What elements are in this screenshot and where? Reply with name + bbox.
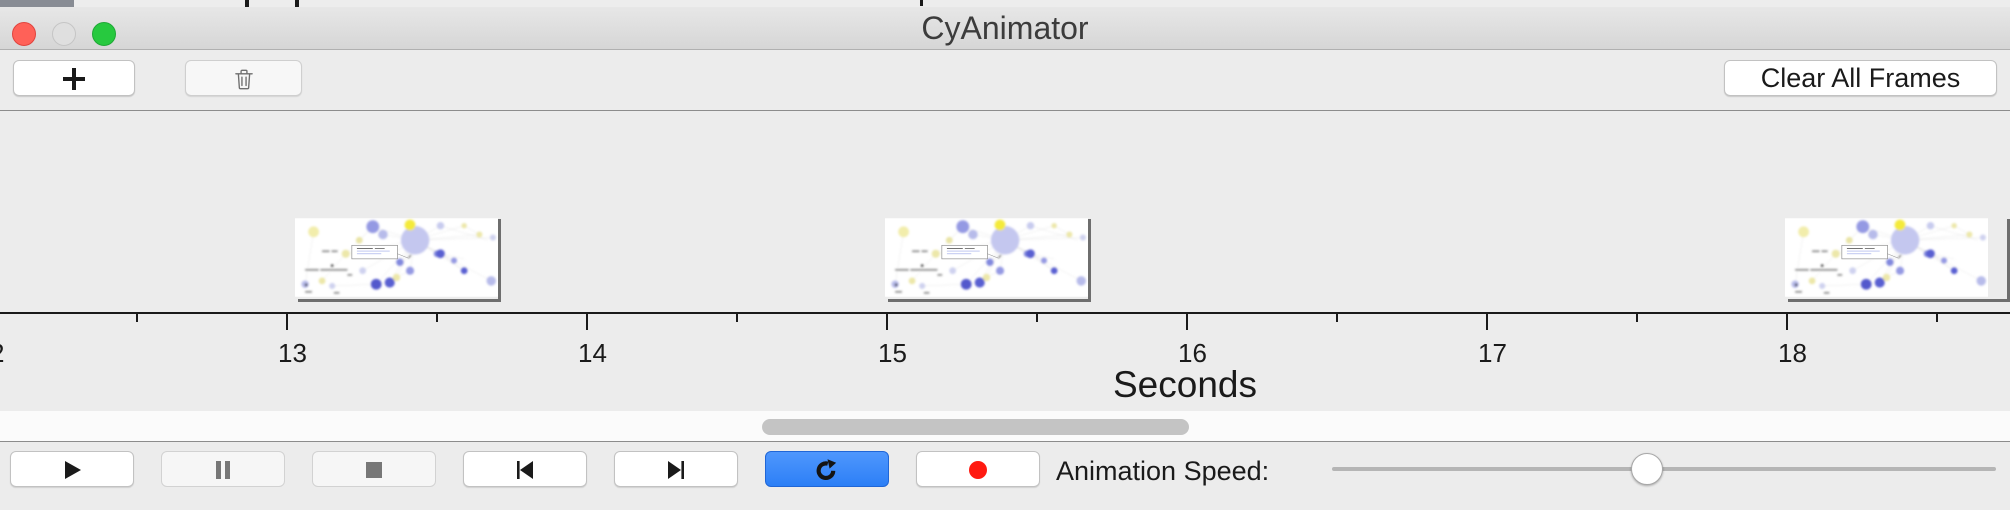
svg-text:2: 2: [0, 338, 4, 368]
